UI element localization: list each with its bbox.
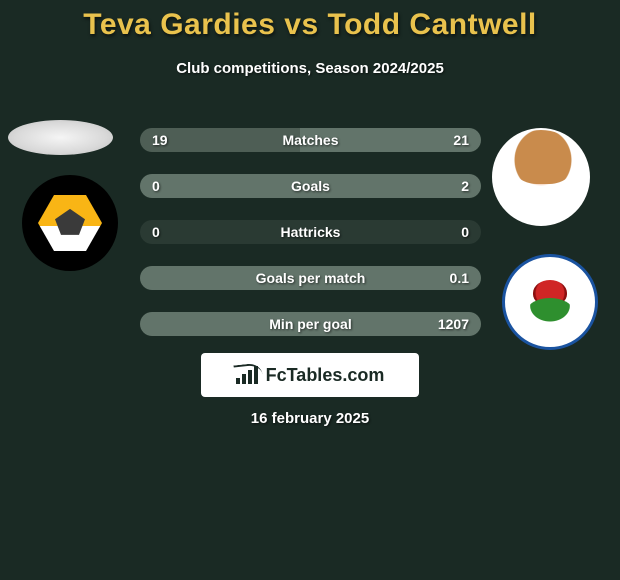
chart-icon (236, 366, 258, 384)
stat-label: Goals (140, 174, 481, 198)
page-title: Teva Gardies vs Todd Cantwell (0, 0, 620, 42)
stat-value-left: 19 (152, 128, 168, 152)
subtitle: Club competitions, Season 2024/2025 (0, 60, 620, 77)
wolves-icon (38, 195, 102, 251)
stat-label: Goals per match (140, 266, 481, 290)
brand-text: FcTables.com (266, 365, 385, 386)
stat-value-left: 0 (152, 220, 160, 244)
stats-area: Matches1921Goals02Hattricks00Goals per m… (140, 128, 481, 358)
stat-row: Min per goal1207 (140, 312, 481, 336)
stat-row: Goals per match0.1 (140, 266, 481, 290)
footer-date: 16 february 2025 (0, 410, 620, 427)
stat-label: Hattricks (140, 220, 481, 244)
title-vs: vs (284, 8, 318, 41)
stat-row: Goals0 2 (140, 174, 481, 198)
stat-value-right: 1207 (438, 312, 469, 336)
stat-label: Matches (140, 128, 481, 152)
stat-value-right: 21 (453, 128, 469, 152)
stat-value-right: 2 (461, 174, 469, 198)
stat-value-left: 0 (152, 174, 160, 198)
brand-box[interactable]: FcTables.com (201, 353, 419, 397)
stat-label: Min per goal (140, 312, 481, 336)
player2-avatar (492, 128, 590, 226)
title-player1: Teva Gardies (83, 8, 275, 41)
player1-avatar (8, 120, 113, 155)
stat-row: Hattricks0 0 (140, 220, 481, 244)
rose-icon (523, 280, 577, 324)
stat-row: Matches19 21 (140, 128, 481, 152)
title-player2: Todd Cantwell (328, 8, 537, 41)
stat-value-right: 0.1 (450, 266, 469, 290)
player2-club-badge (502, 254, 598, 350)
player1-club-badge (22, 175, 118, 271)
comparison-card: Teva Gardies vs Todd Cantwell Club compe… (0, 0, 620, 580)
stat-value-right: 0 (461, 220, 469, 244)
